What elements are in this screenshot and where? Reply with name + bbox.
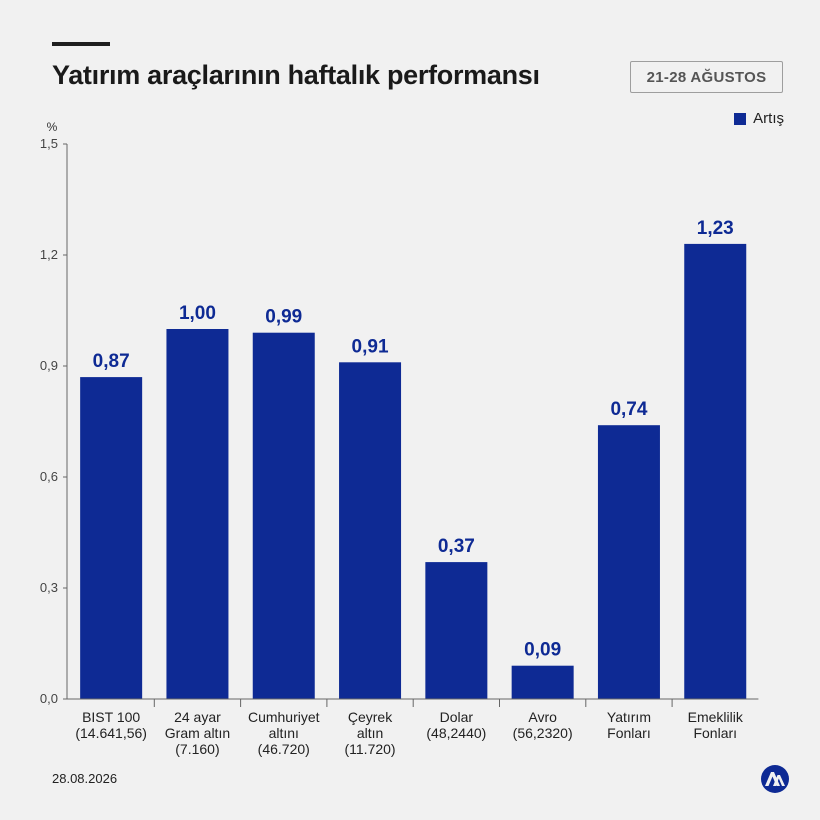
bar [684, 243, 747, 699]
y-tick-label: 1,5 [40, 136, 58, 151]
x-tick-label: Cumhuriyet altını (46.720) [248, 709, 320, 757]
bar [80, 377, 143, 699]
x-tick-label: Dolar (48,2440) [426, 709, 486, 741]
chart-title: Yatırım araçlarının haftalık performansı [52, 60, 540, 90]
y-axis-unit-label: % [47, 120, 58, 134]
y-tick-label: 0,9 [40, 358, 58, 373]
x-tick-label: Emeklilik Fonları [688, 709, 744, 741]
title-rule [52, 42, 110, 46]
data-label: 0,91 [352, 336, 389, 357]
data-label: 0,87 [93, 351, 130, 372]
bar [597, 425, 660, 699]
bar [511, 665, 574, 699]
data-label: 1,23 [697, 218, 734, 239]
date-range-badge: 21-28 AĞUSTOS [630, 61, 783, 93]
x-tick-label: Avro (56,2320) [513, 709, 573, 741]
y-tick-label: 0,3 [40, 580, 58, 595]
data-label: 1,00 [179, 303, 216, 324]
aa-logo-icon [761, 765, 789, 793]
x-tick-label: Yatırım Fonları [607, 709, 651, 741]
data-label: 0,37 [438, 536, 475, 557]
bar [425, 562, 488, 699]
x-tick-label: BIST 100 (14.641,56) [75, 709, 147, 741]
x-tick-label: 24 ayar Gram altın (7.160) [165, 709, 230, 757]
y-tick-label: 1,2 [40, 247, 58, 262]
data-label: 0,09 [524, 640, 561, 661]
legend: Artış [734, 110, 784, 127]
bar [339, 362, 402, 699]
legend-swatch [734, 112, 747, 125]
legend-label: Artış [753, 110, 784, 127]
bar [166, 329, 229, 699]
y-tick-label: 0,6 [40, 469, 58, 484]
data-label: 0,99 [265, 307, 302, 328]
bar [252, 332, 315, 699]
data-label: 0,74 [610, 399, 647, 420]
y-tick-label: 0,0 [40, 691, 58, 706]
x-tick-label: Çeyrek altın (11.720) [344, 709, 395, 757]
footer-date: 28.08.2026 [52, 771, 118, 786]
